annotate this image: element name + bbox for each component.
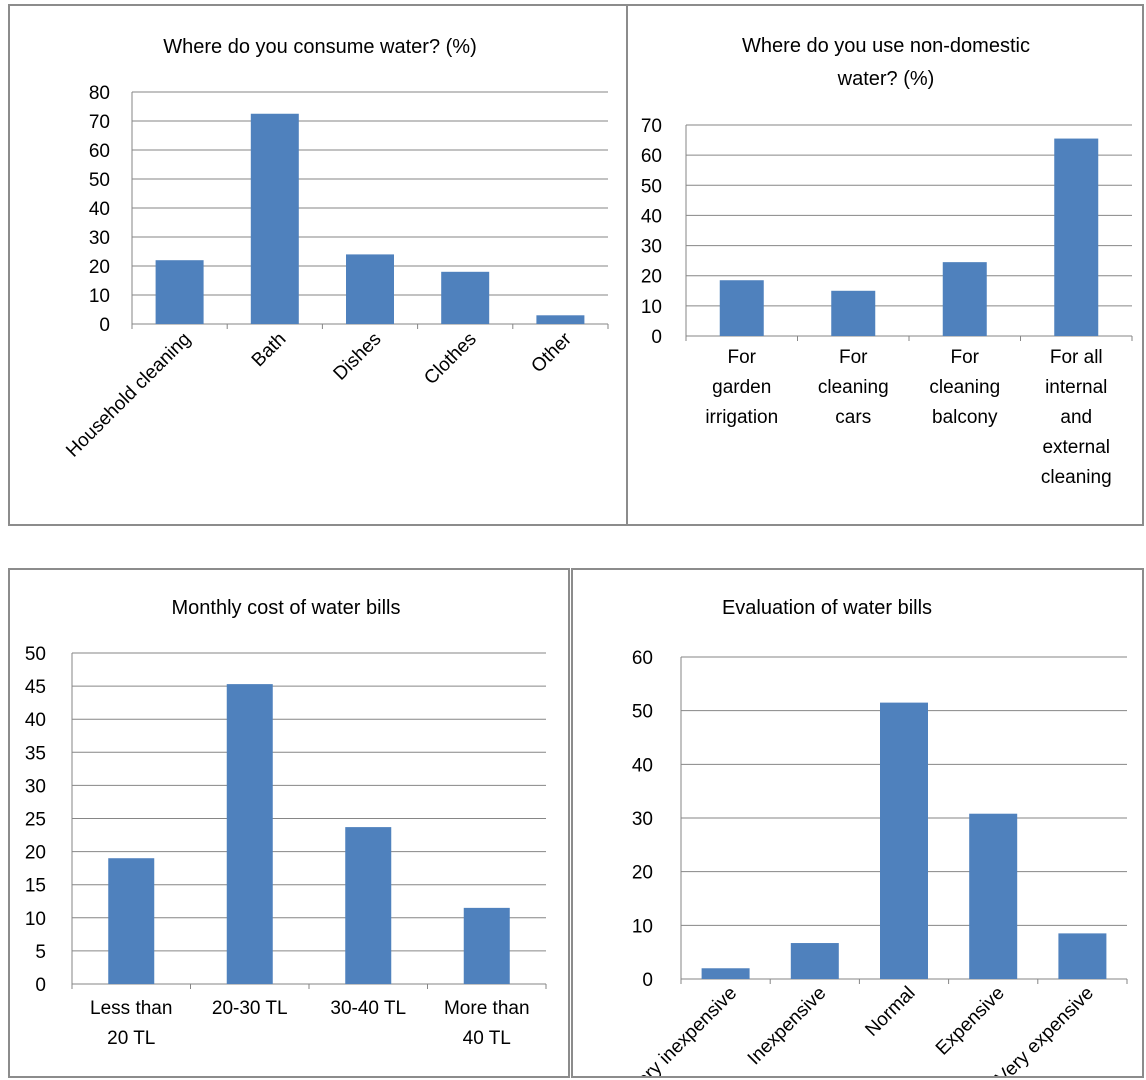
chart-title: Where do you consume water? (%) (163, 36, 476, 58)
bar (719, 280, 764, 336)
chart-title-line: water? (%) (837, 68, 935, 90)
bar (155, 260, 204, 324)
category-label: Very inexpensive (625, 983, 741, 1076)
y-tick-label: 40 (632, 755, 653, 776)
non-domestic-water-chart: Where do you use non-domestic water? (%) 0… (641, 35, 1133, 488)
chart-title: Monthly cost of water bills (172, 597, 401, 619)
bar (1054, 138, 1099, 336)
y-tick-label: 0 (642, 970, 653, 991)
y-tick-label: 20 (632, 863, 653, 884)
bar (108, 858, 155, 984)
category-label: For cleaning cars (818, 347, 889, 428)
y-tick-label: 10 (632, 916, 653, 937)
y-tick-label: 60 (632, 648, 653, 669)
y-tick-label: 50 (641, 176, 662, 197)
bar (831, 290, 876, 336)
bar (250, 113, 299, 324)
y-tick-label: 70 (89, 112, 110, 133)
y-tick-label: 40 (25, 710, 46, 731)
category-label: For all internal and external cleaning (1041, 347, 1112, 488)
y-tick-label: 80 (89, 83, 110, 104)
bar (441, 271, 490, 324)
y-tick-label: 60 (641, 146, 662, 167)
bar (346, 254, 394, 324)
category-label: Dishes (330, 329, 386, 385)
y-tick-label: 50 (632, 702, 653, 723)
bar (880, 702, 928, 979)
y-tick-label: 0 (35, 975, 46, 996)
monthly-cost-chart: Monthly cost of water bills 0 5 10 15 20 25 30 3… (25, 597, 547, 1049)
category-label: Household cleaning (62, 329, 195, 462)
y-tick-label: 5 (35, 942, 46, 963)
category-label: 30-40 TL (330, 998, 406, 1019)
category-label: For cleaning balcony (929, 347, 1000, 428)
y-tick-label: 30 (25, 776, 46, 797)
y-tick-label: 10 (25, 909, 46, 930)
y-tick-label: 20 (89, 257, 110, 278)
y-tick-label: 30 (632, 809, 653, 830)
category-label: Bath (248, 329, 290, 371)
y-tick-label: 30 (89, 228, 110, 249)
category-label: For garden irrigation (705, 347, 778, 428)
chart-title: Evaluation of water bills (722, 597, 932, 619)
bar (942, 262, 987, 336)
category-label: Clothes (420, 329, 480, 389)
y-tick-label: 20 (25, 843, 46, 864)
bar (345, 827, 392, 984)
y-tick-label: 0 (99, 315, 110, 336)
bar (969, 813, 1018, 979)
chart-title-line: Where do you use non-domestic (742, 35, 1030, 57)
bill-evaluation-chart: Evaluation of water bills 0 10 20 30 40 50 60 Ve… (625, 597, 1128, 1076)
y-tick-label: 10 (641, 297, 662, 318)
category-label: 20-30 TL (212, 998, 288, 1019)
y-tick-label: 25 (25, 810, 46, 831)
y-tick-label: 40 (89, 199, 110, 220)
bar (1058, 933, 1107, 979)
y-tick-label: 0 (651, 327, 662, 348)
chart-panel-bill-evaluation: Evaluation of water bills 0 10 20 30 40 50 60 Ve… (571, 568, 1144, 1078)
bar (790, 943, 839, 979)
y-tick-label: 50 (89, 170, 110, 191)
y-tick-label: 70 (641, 116, 662, 137)
bar (536, 315, 585, 324)
category-label: Other (527, 328, 576, 377)
chart-panel-monthly-cost: Monthly cost of water bills 0 5 10 15 20 25 30 3… (8, 568, 570, 1078)
y-tick-label: 40 (641, 206, 662, 227)
bar (226, 684, 273, 984)
y-tick-label: 35 (25, 743, 46, 764)
bar (463, 907, 510, 984)
chart-panel-consume-water: Where do you consume water? (%) 0 10 20 30 40… (8, 4, 628, 526)
y-tick-label: 60 (89, 141, 110, 162)
category-label: More than 40 TL (444, 998, 530, 1049)
category-label: Inexpensive (744, 983, 831, 1070)
y-tick-label: 20 (641, 267, 662, 288)
category-label: Normal (861, 983, 919, 1041)
y-tick-label: 10 (89, 286, 110, 307)
y-tick-label: 45 (25, 677, 46, 698)
y-tick-label: 15 (25, 876, 46, 897)
y-tick-label: 50 (25, 644, 46, 665)
y-tick-label: 30 (641, 237, 662, 258)
chart-panel-non-domestic-water: Where do you use non-domestic water? (%) 0… (626, 4, 1144, 526)
bar (701, 968, 750, 979)
category-label: Expensive (932, 983, 1009, 1060)
category-label: Less than 20 TL (90, 998, 172, 1049)
consume-water-chart: Where do you consume water? (%) 0 10 20 30 40… (62, 36, 609, 462)
